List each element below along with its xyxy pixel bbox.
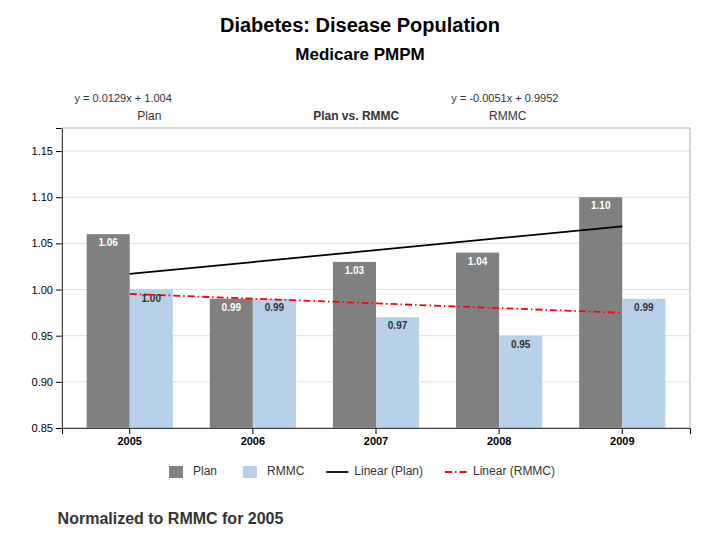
tick-label: 1.15 xyxy=(32,145,53,157)
subtitle: Medicare PMPM xyxy=(295,45,424,64)
tick: 0.95 xyxy=(32,330,62,342)
legend-swatch xyxy=(243,466,257,478)
tick-mark xyxy=(252,428,253,434)
data-label: 0.95 xyxy=(511,339,531,350)
tick-label: 0.95 xyxy=(32,330,53,342)
bar xyxy=(87,234,130,428)
tick: 1.05 xyxy=(32,237,62,249)
bar xyxy=(130,290,173,428)
tick: 0.90 xyxy=(32,376,62,388)
data-label: 1.04 xyxy=(468,256,488,267)
bar xyxy=(333,262,376,428)
annotation: Normalized to RMMC for 2005 xyxy=(58,510,284,527)
bar xyxy=(499,336,542,428)
bar xyxy=(253,299,296,428)
legend-label: Linear (RMMC) xyxy=(473,464,555,478)
bar xyxy=(456,253,499,428)
legend-swatch xyxy=(445,471,467,473)
bar-series xyxy=(87,197,623,428)
annotation: y = -0.0051x + 0.9952 xyxy=(451,92,558,104)
tick: 0.85 xyxy=(32,422,62,434)
chart: Diabetes: Disease Population Medicare PMP… xyxy=(0,0,720,540)
data-label: 0.99 xyxy=(265,302,285,313)
tick: 2006 xyxy=(241,428,265,447)
legend-label: Linear (Plan) xyxy=(354,464,423,478)
annotation: Plan vs. RMMC xyxy=(313,109,399,123)
tick-label: 2008 xyxy=(487,435,511,447)
tick: 2007 xyxy=(364,428,388,447)
tick-mark xyxy=(56,290,62,291)
tick-mark xyxy=(56,336,62,337)
tick-mark xyxy=(499,428,500,434)
title: Diabetes: Disease Population xyxy=(220,14,500,36)
tick-mark xyxy=(129,428,130,434)
bar xyxy=(622,299,665,428)
legend-item: RMMC xyxy=(243,464,305,478)
trend-line xyxy=(130,226,623,274)
tick-mark xyxy=(56,428,62,429)
tick-label: 2009 xyxy=(610,435,634,447)
bar xyxy=(210,299,253,428)
annotation: Plan xyxy=(137,109,161,123)
tick-label: 1.10 xyxy=(32,191,53,203)
marks xyxy=(87,197,666,428)
tick-mark xyxy=(56,151,62,152)
bar-series xyxy=(130,290,666,428)
legend-label: Plan xyxy=(193,464,217,478)
tick-label: 1.00 xyxy=(32,284,53,296)
tick-label: 0.85 xyxy=(32,422,53,434)
annotation: y = 0.0129x + 1.004 xyxy=(75,92,172,104)
tick: 1.10 xyxy=(32,191,62,203)
data-label: 1.10 xyxy=(591,200,611,211)
plot-frame xyxy=(62,128,690,428)
tick-label: 1.05 xyxy=(32,237,53,249)
data-label: 1.06 xyxy=(98,237,118,248)
tick-label: 2005 xyxy=(117,435,141,447)
data-label: 1.03 xyxy=(345,265,365,276)
legend-label: RMMC xyxy=(267,464,305,478)
tick: 2005 xyxy=(117,428,141,447)
tick-mark xyxy=(376,428,377,434)
data-label: 0.97 xyxy=(388,320,408,331)
data-label: 1.00 xyxy=(142,293,162,304)
annotation: RMMC xyxy=(489,109,527,123)
tick-mark xyxy=(56,197,62,198)
tick: 1.00 xyxy=(32,284,62,296)
tick: 1.15 xyxy=(32,145,62,157)
trend-line xyxy=(130,294,623,313)
tick-mark xyxy=(56,382,62,383)
legend: Plan RMMC Linear (Plan) Linear (RMMC) xyxy=(169,464,555,478)
tick: 2008 xyxy=(487,428,511,447)
axis-line xyxy=(56,129,63,429)
tick-label: 2007 xyxy=(364,435,388,447)
axis-line xyxy=(63,429,691,435)
legend-swatch xyxy=(326,471,348,473)
data-label: 0.99 xyxy=(222,302,242,313)
data-label: 0.99 xyxy=(634,302,654,313)
legend-item: Linear (RMMC) xyxy=(445,464,555,478)
bar xyxy=(376,317,419,428)
tick-label: 0.90 xyxy=(32,376,53,388)
bar xyxy=(579,197,622,428)
legend-item: Plan xyxy=(169,464,217,478)
tick-mark xyxy=(622,428,623,434)
legend-swatch xyxy=(169,466,183,478)
y-axis: 0.85 0.90 0.95 1.00 1.05 1.10 1.15 xyxy=(32,129,63,435)
x-axis: 2005 2006 2007 2008 2009 xyxy=(63,428,691,447)
data-labels: 1.06 0.99 1.03 1.04 1.10 1.00 0.99 0.97 0.95 0.99 xyxy=(98,200,654,349)
tick-label: 2006 xyxy=(241,435,265,447)
legend-item: Linear (Plan) xyxy=(326,464,423,478)
plot-area: 1.06 0.99 1.03 1.04 1.10 1.00 0.99 0.97 0.95 0.99… xyxy=(32,128,691,540)
grid-line xyxy=(62,151,690,152)
tick: 2009 xyxy=(610,428,634,447)
tick-mark xyxy=(56,243,62,244)
